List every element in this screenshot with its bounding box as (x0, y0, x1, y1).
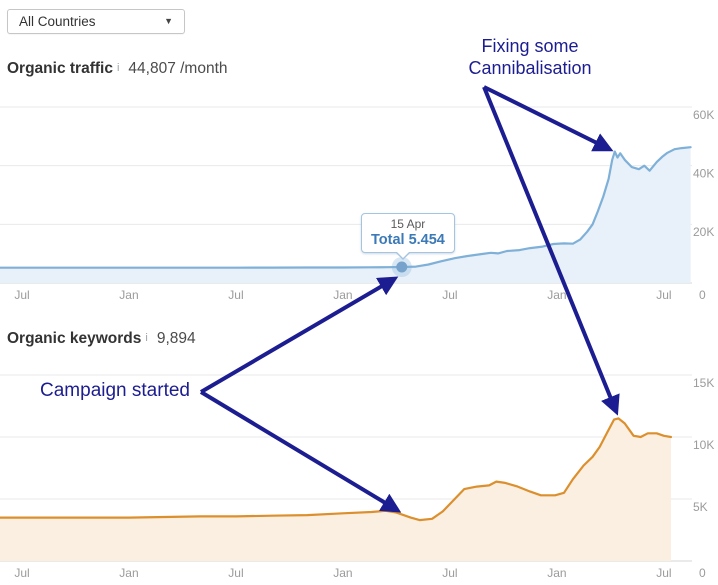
x-axis-label: Jul (14, 288, 29, 302)
x-axis-label: Jan (333, 566, 352, 580)
organic-keywords-header: Organic keywords i 9,894 (7, 330, 196, 348)
info-icon[interactable]: i (145, 332, 148, 344)
traffic-line (0, 146, 692, 269)
annotation-cannibalisation-line1: Fixing some (481, 36, 579, 56)
x-axis-label: Jan (547, 566, 566, 580)
y-axis-label: 10K (693, 438, 714, 452)
annotation-arrow (199, 276, 399, 394)
country-selector-value: All Countries (19, 14, 96, 29)
x-axis-label: Jul (442, 566, 457, 580)
x-axis-label: Jan (119, 566, 138, 580)
tooltip-date: 15 Apr (390, 217, 426, 231)
traffic-area (0, 147, 691, 283)
organic-keywords-label: Organic keywords (7, 330, 142, 347)
x-axis-label: Jul (14, 566, 29, 580)
y-axis-label: 20K (693, 225, 714, 239)
traffic-chart: 60K 40K 20K Jul Jan Jul Jan Jul Jan Jul 0 (0, 106, 714, 302)
y-axis-label: 60K (693, 108, 714, 122)
x-axis-label: Jul (228, 288, 243, 302)
chart-tooltip: 15 Apr Total 5.454 (361, 213, 455, 260)
annotation-arrow (482, 86, 620, 416)
annotation-cannibalisation: Fixing some Cannibalisation (430, 36, 630, 80)
annotation-cannibalisation-line2: Cannibalisation (468, 57, 592, 78)
y-axis-label: 15K (693, 376, 714, 390)
x-axis-label: Jan (333, 288, 352, 302)
organic-traffic-header: Organic traffic i 44,807 /month (7, 60, 228, 78)
x-axis-label: Jan (547, 288, 566, 302)
annotation-campaign-text: Campaign started (40, 380, 190, 401)
organic-traffic-value: 44,807 /month (128, 60, 228, 77)
keywords-line (0, 417, 673, 522)
annotation-arrow (483, 85, 614, 152)
x-axis-label: Jul (228, 566, 243, 580)
keywords-chart: 15K 10K 5K Jul Jan Jul Jan Jul Jan Jul 0 (0, 374, 714, 580)
country-selector[interactable]: All Countries ▼ (7, 9, 185, 34)
info-icon[interactable]: i (116, 62, 120, 74)
tooltip-total: Total 5.454 (371, 232, 445, 248)
y-axis-origin-label: 0 (699, 566, 706, 580)
organic-keywords-value: 9,894 (156, 330, 196, 347)
y-axis-origin-label: 0 (699, 288, 706, 302)
organic-traffic-label: Organic traffic (7, 60, 113, 77)
x-axis-label: Jan (119, 288, 138, 302)
x-axis-label: Jul (442, 288, 457, 302)
keywords-area (0, 418, 671, 561)
x-axis-label: Jul (656, 566, 671, 580)
annotation-campaign-started: Campaign started (24, 379, 206, 402)
annotation-arrow (199, 390, 402, 513)
annotation-arrows (199, 85, 620, 513)
y-axis-label: 5K (693, 500, 708, 514)
chevron-down-icon: ▼ (164, 16, 173, 26)
x-axis-label: Jul (656, 288, 671, 302)
y-axis-label: 40K (693, 166, 714, 180)
marker-dot[interactable] (396, 261, 408, 273)
